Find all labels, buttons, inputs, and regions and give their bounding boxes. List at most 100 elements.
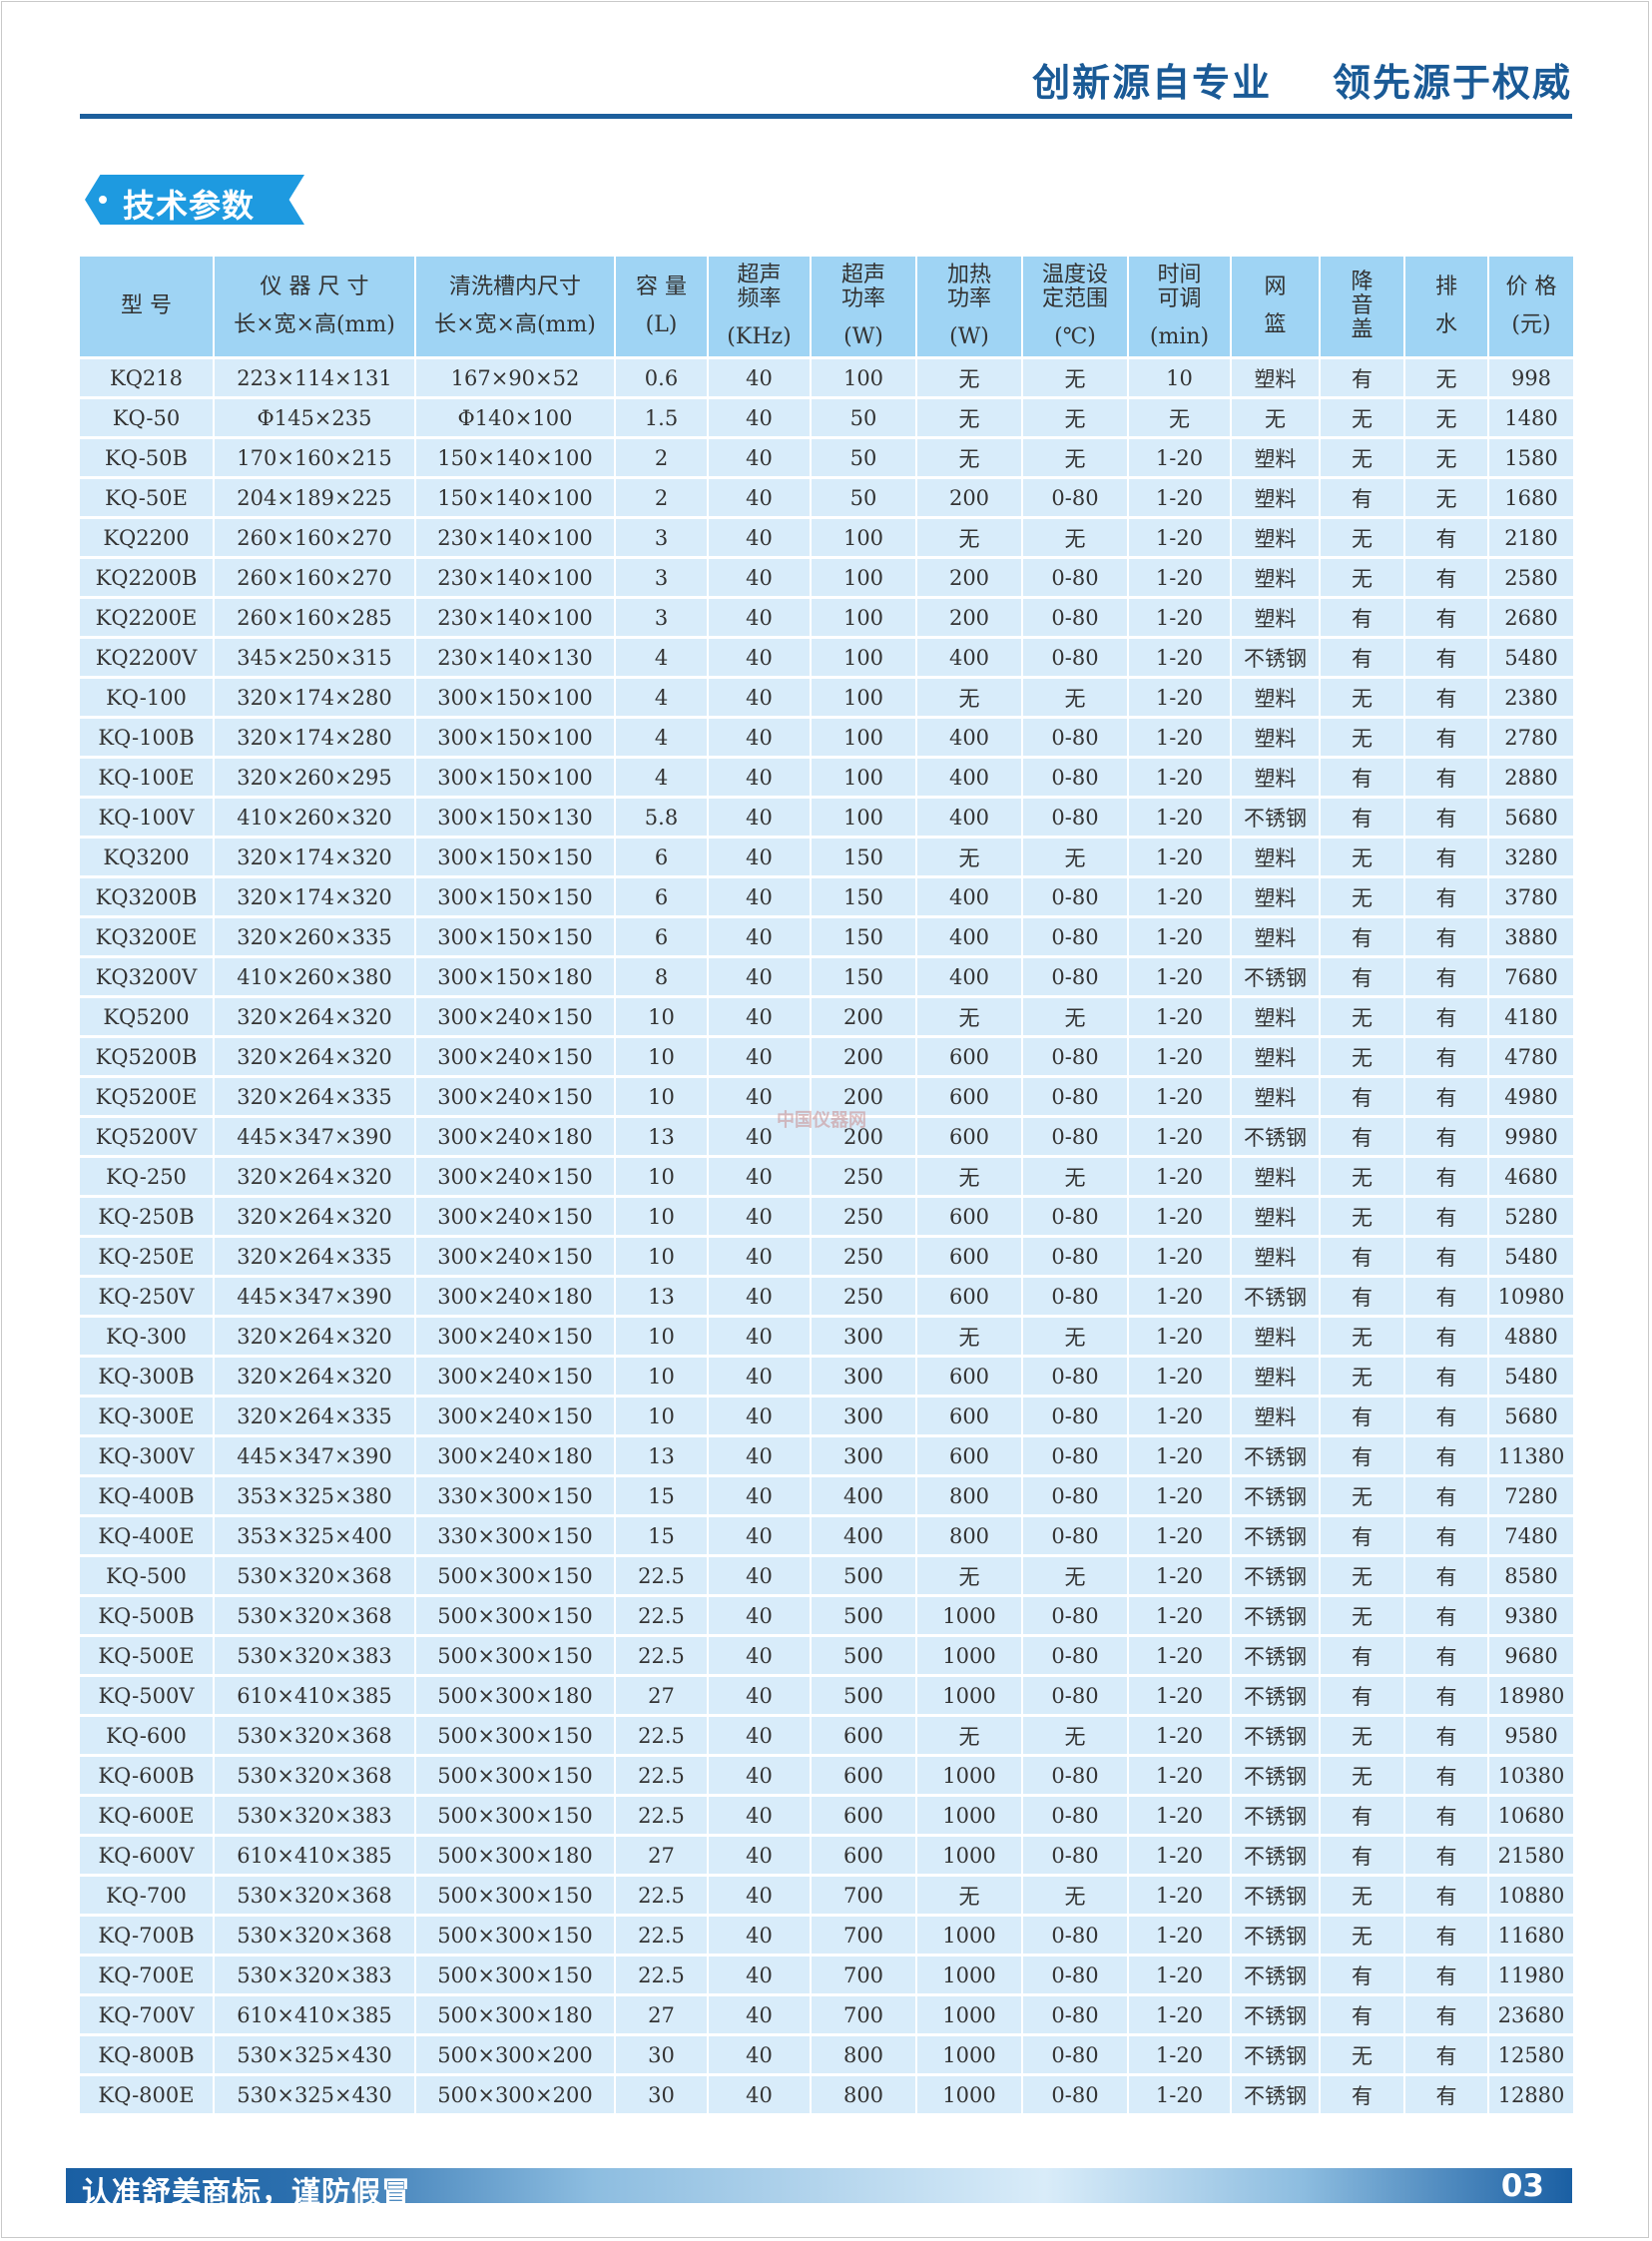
table-cell: 200 — [812, 1075, 917, 1115]
table-cell: 塑料 — [1232, 1155, 1321, 1195]
table-cell: 353×325×400 — [215, 1514, 416, 1554]
table-cell: 6 — [616, 875, 709, 915]
table-cell: 不锈钢 — [1232, 1874, 1321, 1914]
table-cell: 3 — [616, 596, 709, 636]
table-cell: 12880 — [1489, 2073, 1573, 2113]
table-cell: 400 — [917, 875, 1023, 915]
table-row: KQ-250E 320×264×335 300×240×150 10 40 250 600 0… — [80, 1235, 1573, 1275]
model-cell: KQ-50E — [80, 476, 215, 516]
table-cell: 不锈钢 — [1232, 1954, 1321, 1993]
column-label: 超声功率 — [840, 263, 885, 311]
table-cell: 有 — [1321, 1235, 1405, 1275]
table-cell: 530×320×368 — [215, 1594, 416, 1634]
table-cell: 4780 — [1489, 1035, 1573, 1075]
table-cell: 无 — [1232, 396, 1321, 436]
table-cell: 40 — [709, 2033, 812, 2073]
table-cell: 有 — [1405, 1794, 1489, 1834]
model-cell: KQ-400B — [80, 1474, 215, 1514]
table-cell: 不锈钢 — [1232, 955, 1321, 995]
table-cell: 0-80 — [1023, 1474, 1129, 1514]
table-cell: 530×325×430 — [215, 2033, 416, 2073]
table-cell: 0-80 — [1023, 1195, 1129, 1235]
table-cell: 300×240×150 — [416, 1395, 616, 1434]
table-cell: 40 — [709, 1434, 812, 1474]
table-row: KQ-700E 530×320×383 500×300×150 22.5 40 700 10… — [80, 1954, 1573, 1993]
table-cell: 40 — [709, 636, 812, 676]
table-cell: 150 — [812, 836, 917, 875]
table-cell: 无 — [917, 396, 1023, 436]
column-label: 型 号 — [121, 293, 172, 318]
table-cell: 610×410×385 — [215, 1993, 416, 2033]
table-cell: 40 — [709, 596, 812, 636]
table-cell: 无 — [1023, 1554, 1129, 1594]
table-cell: 无 — [1023, 1315, 1129, 1355]
table-cell: 0-80 — [1023, 955, 1129, 995]
model-cell: KQ5200E — [80, 1075, 215, 1115]
table-cell: 5480 — [1489, 1235, 1573, 1275]
table-cell: 4 — [616, 636, 709, 676]
model-cell: KQ-600E — [80, 1794, 215, 1834]
table-cell: 3 — [616, 556, 709, 596]
table-cell: 100 — [812, 676, 917, 716]
table-cell: 600 — [917, 1395, 1023, 1434]
table-cell: 0.6 — [616, 356, 709, 396]
bullet-icon — [99, 196, 107, 204]
table-cell: 100 — [812, 516, 917, 556]
table-cell: 250 — [812, 1235, 917, 1275]
table-cell: 300×240×150 — [416, 1315, 616, 1355]
column-label: 温度设定范围 — [1041, 263, 1108, 311]
table-cell: 300×150×130 — [416, 796, 616, 836]
table-cell: 有 — [1321, 636, 1405, 676]
table-cell: 塑料 — [1232, 836, 1321, 875]
table-cell: 有 — [1321, 596, 1405, 636]
table-cell: 无 — [1405, 436, 1489, 476]
table-cell: 无 — [1321, 1914, 1405, 1954]
table-cell: 0-80 — [1023, 716, 1129, 756]
table-cell: 无 — [1321, 716, 1405, 756]
table-cell: 800 — [812, 2033, 917, 2073]
table-cell: 600 — [917, 1275, 1023, 1315]
table-cell: 无 — [917, 1714, 1023, 1754]
table-cell: 400 — [917, 915, 1023, 955]
table-cell: 无 — [1321, 875, 1405, 915]
model-cell: KQ-300B — [80, 1355, 215, 1395]
table-cell: 7280 — [1489, 1474, 1573, 1514]
table-cell: 1-20 — [1129, 1514, 1232, 1554]
column-label: 仪 器 尺 寸 — [260, 275, 369, 299]
model-cell: KQ-100E — [80, 756, 215, 796]
table-cell: 0-80 — [1023, 1594, 1129, 1634]
table-cell: 0-80 — [1023, 1075, 1129, 1115]
model-cell: KQ5200V — [80, 1115, 215, 1155]
table-cell: 100 — [812, 596, 917, 636]
table-cell: 有 — [1321, 1434, 1405, 1474]
table-cell: 150 — [812, 955, 917, 995]
table-cell: 300×240×150 — [416, 1035, 616, 1075]
table-cell: 50 — [812, 476, 917, 516]
table-cell: 400 — [917, 955, 1023, 995]
table-cell: 230×140×100 — [416, 596, 616, 636]
table-cell: 塑料 — [1232, 995, 1321, 1035]
table-row: KQ2200V 345×250×315 230×140×130 4 40 100 400 0-… — [80, 636, 1573, 676]
table-row: KQ-500V 610×410×385 500×300×180 27 40 500 1000… — [80, 1674, 1573, 1714]
table-cell: 1-20 — [1129, 1075, 1232, 1115]
table-cell: 有 — [1405, 1395, 1489, 1434]
table-cell: 600 — [917, 1035, 1023, 1075]
column-header: 仪 器 尺 寸长×宽×高(mm) — [215, 257, 416, 356]
table-cell: 27 — [616, 1834, 709, 1874]
table-row: KQ-400B 353×325×380 330×300×150 15 40 400 800 0… — [80, 1474, 1573, 1514]
model-cell: KQ-100V — [80, 796, 215, 836]
table-cell: 有 — [1405, 1993, 1489, 2033]
table-cell: 4880 — [1489, 1315, 1573, 1355]
table-cell: 5280 — [1489, 1195, 1573, 1235]
table-cell: 30 — [616, 2033, 709, 2073]
table-cell: 3280 — [1489, 836, 1573, 875]
table-cell: 1.5 — [616, 396, 709, 436]
table-cell: 500×300×180 — [416, 1993, 616, 2033]
table-cell: 320×264×320 — [215, 1195, 416, 1235]
table-cell: 无 — [1321, 1554, 1405, 1594]
table-cell: 塑料 — [1232, 1235, 1321, 1275]
table-cell: 600 — [812, 1754, 917, 1794]
model-cell: KQ-250 — [80, 1155, 215, 1195]
table-cell: 1000 — [917, 1914, 1023, 1954]
table-cell: 1-20 — [1129, 1714, 1232, 1754]
